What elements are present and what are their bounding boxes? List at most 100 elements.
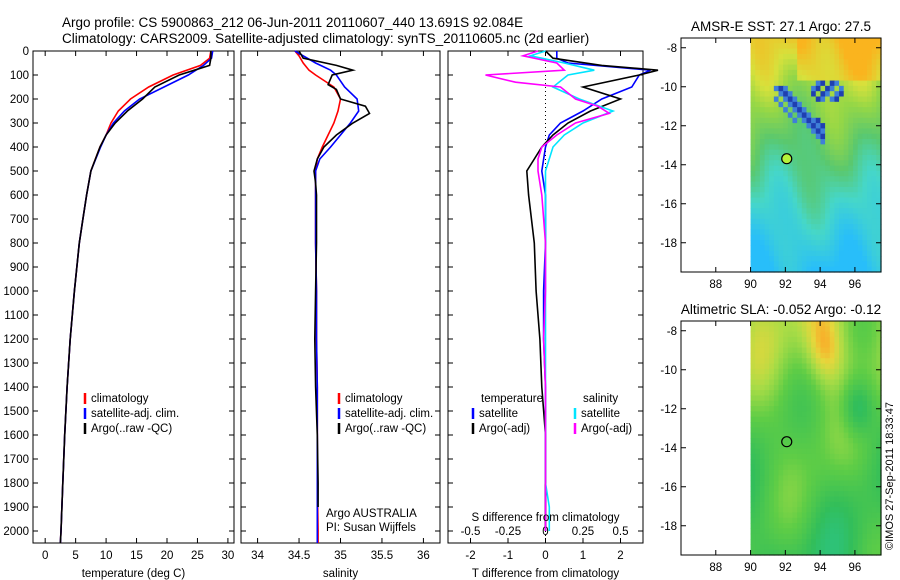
map-cell — [871, 80, 877, 87]
map-cell — [750, 368, 756, 375]
map-cell — [787, 176, 794, 183]
map-cell — [839, 475, 845, 482]
map-cell — [853, 512, 859, 519]
map-cell — [871, 384, 877, 391]
map-cell — [792, 422, 798, 428]
map-cell — [787, 443, 794, 450]
map-cell — [871, 250, 877, 257]
map-cell — [811, 213, 817, 220]
map-cell — [783, 234, 789, 241]
map-cell — [811, 202, 817, 209]
map-cell — [764, 133, 770, 140]
map-cell — [806, 85, 812, 92]
map-cell — [848, 133, 854, 140]
map-cell — [829, 128, 836, 135]
map-cell — [848, 192, 854, 199]
map-cell — [787, 160, 794, 167]
map-cell — [764, 38, 770, 44]
map-cell — [815, 202, 822, 209]
map-cell — [815, 347, 822, 354]
map-cell — [862, 507, 868, 514]
map-cell — [848, 101, 854, 108]
map-cell — [811, 400, 817, 407]
x-axis-label: temperature (deg C) — [82, 568, 186, 580]
map-cell — [820, 234, 826, 241]
map-cell — [778, 438, 784, 444]
map-cell — [769, 400, 775, 407]
map-cell — [867, 59, 873, 66]
map-cell — [829, 91, 836, 98]
map-cell — [815, 422, 822, 428]
map-cell — [755, 85, 761, 92]
map-cell — [829, 395, 836, 402]
map-cell — [787, 544, 794, 551]
map-cell — [834, 379, 840, 386]
map-cell — [857, 549, 863, 556]
map-cell — [853, 53, 859, 60]
map-cell — [778, 464, 784, 471]
map-cell — [792, 69, 798, 76]
map-cell — [820, 266, 826, 273]
map-cell — [811, 165, 817, 172]
map-cell — [815, 69, 822, 76]
map-cell — [843, 64, 849, 71]
map-cell — [811, 144, 817, 151]
map-cell — [862, 422, 868, 428]
map-cell — [862, 321, 868, 327]
map-cell — [871, 422, 877, 428]
map-cell — [839, 59, 845, 66]
map-cell — [834, 160, 840, 167]
map-cell — [848, 139, 854, 145]
map-cell — [783, 438, 789, 444]
map-cell — [843, 416, 849, 423]
map-cell — [839, 539, 845, 545]
map-cell — [801, 69, 808, 76]
map-cell — [787, 374, 794, 381]
map-cell — [759, 256, 766, 262]
map-cell — [806, 374, 812, 381]
map-cell — [806, 352, 812, 359]
map-cell — [853, 266, 859, 273]
map-cell — [848, 53, 854, 60]
map-cell — [759, 352, 766, 359]
map-cell — [792, 64, 798, 71]
map-frame — [680, 320, 882, 556]
map-cell — [755, 75, 761, 82]
map-cell — [839, 101, 845, 108]
map-cell — [797, 453, 803, 460]
map-cell — [862, 374, 868, 381]
map-cell — [759, 395, 766, 402]
map-cell — [848, 43, 854, 50]
map-cell — [876, 448, 882, 455]
map-cell — [825, 480, 831, 487]
map-cell — [829, 229, 836, 236]
map-cell — [778, 390, 784, 397]
map-cell — [787, 240, 794, 247]
map-cell — [825, 507, 831, 514]
map-cell — [867, 229, 873, 236]
map-cell — [829, 107, 836, 114]
map-cell — [801, 43, 808, 50]
map-cell — [815, 155, 822, 161]
map-cell — [857, 480, 863, 487]
map-cell — [755, 485, 761, 492]
map-cell — [797, 128, 803, 135]
map-cell — [862, 197, 868, 204]
map-cell — [815, 181, 822, 188]
difference-panel: -2 -1 0 1 2-0.5 -0.25 0 0.25 0.5T difference fro… — [447, 50, 659, 580]
map-cell — [759, 96, 766, 103]
map-cell — [857, 374, 863, 381]
map-cell — [867, 485, 873, 492]
map-cell — [759, 517, 766, 524]
map-cell — [876, 453, 882, 460]
map-cell — [759, 53, 766, 60]
map-cell — [773, 400, 780, 407]
map-cell — [871, 507, 877, 514]
map-cell — [806, 347, 812, 354]
map-cell — [759, 544, 766, 551]
map-cell — [787, 416, 794, 423]
map-cell — [815, 165, 822, 172]
map-cell — [792, 96, 798, 103]
map-cell — [778, 517, 784, 524]
map-cell — [839, 176, 845, 183]
